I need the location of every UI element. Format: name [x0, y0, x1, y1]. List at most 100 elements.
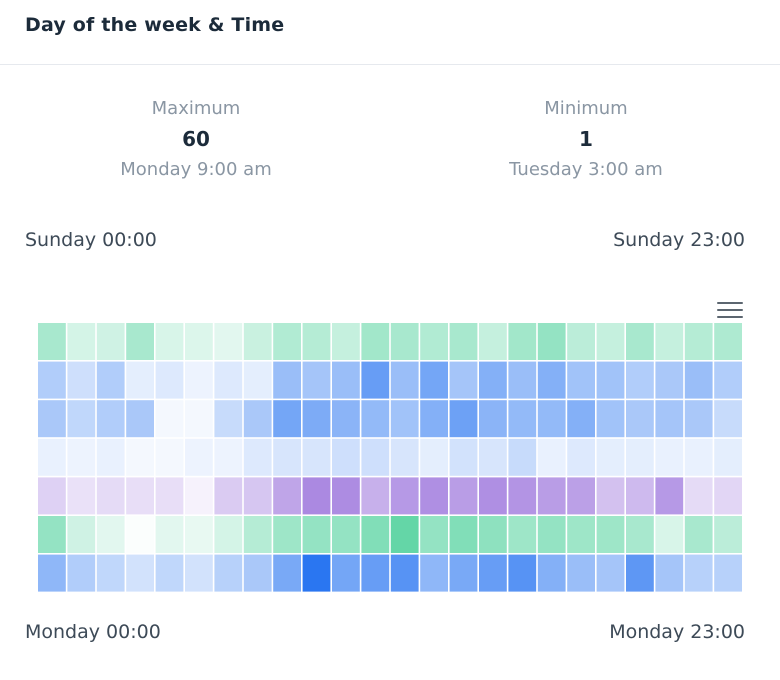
heatmap-cell[interactable]: [390, 400, 419, 438]
heatmap-cell[interactable]: [567, 323, 595, 360]
heatmap-cell[interactable]: [332, 400, 360, 438]
heatmap-cell[interactable]: [508, 554, 537, 592]
heatmap-cell[interactable]: [596, 554, 625, 592]
heatmap-cell[interactable]: [655, 361, 684, 399]
heatmap-cell[interactable]: [626, 400, 654, 438]
heatmap-cell[interactable]: [96, 400, 125, 438]
heatmap-cell[interactable]: [537, 516, 566, 553]
heatmap-cell[interactable]: [67, 477, 96, 515]
heatmap-cell[interactable]: [38, 516, 66, 553]
heatmap-cell[interactable]: [508, 361, 537, 399]
heatmap-cell[interactable]: [361, 516, 390, 553]
heatmap-cell[interactable]: [567, 438, 595, 476]
heatmap-cell[interactable]: [714, 516, 742, 553]
heatmap-cell[interactable]: [655, 438, 684, 476]
heatmap-cell[interactable]: [420, 361, 448, 399]
heatmap-cell[interactable]: [684, 400, 713, 438]
heatmap-cell[interactable]: [273, 400, 301, 438]
heatmap-cell[interactable]: [96, 477, 125, 515]
heatmap-cell[interactable]: [714, 323, 742, 360]
heatmap-cell[interactable]: [155, 361, 184, 399]
heatmap-cell[interactable]: [479, 361, 507, 399]
heatmap-cell[interactable]: [684, 438, 713, 476]
hamburger-menu-icon[interactable]: [717, 302, 743, 322]
heatmap-cell[interactable]: [596, 438, 625, 476]
heatmap-cell[interactable]: [302, 400, 331, 438]
heatmap-cell[interactable]: [655, 323, 684, 360]
heatmap-cell[interactable]: [449, 400, 478, 438]
heatmap-cell[interactable]: [38, 477, 66, 515]
heatmap-cell[interactable]: [155, 516, 184, 553]
heatmap-cell[interactable]: [596, 516, 625, 553]
heatmap-cell[interactable]: [67, 554, 96, 592]
heatmap-cell[interactable]: [273, 477, 301, 515]
heatmap-cell[interactable]: [185, 323, 213, 360]
heatmap-cell[interactable]: [214, 554, 243, 592]
heatmap-cell[interactable]: [243, 361, 272, 399]
heatmap-cell[interactable]: [479, 554, 507, 592]
heatmap-cell[interactable]: [714, 477, 742, 515]
heatmap-cell[interactable]: [537, 400, 566, 438]
heatmap-cell[interactable]: [420, 554, 448, 592]
heatmap-cell[interactable]: [126, 400, 154, 438]
heatmap-cell[interactable]: [67, 438, 96, 476]
heatmap-cell[interactable]: [126, 323, 154, 360]
heatmap-cell[interactable]: [390, 516, 419, 553]
heatmap-cell[interactable]: [420, 477, 448, 515]
heatmap-cell[interactable]: [508, 516, 537, 553]
heatmap-cell[interactable]: [302, 438, 331, 476]
heatmap-cell[interactable]: [332, 516, 360, 553]
heatmap-cell[interactable]: [390, 554, 419, 592]
heatmap-cell[interactable]: [449, 323, 478, 360]
heatmap-cell[interactable]: [684, 323, 713, 360]
heatmap-cell[interactable]: [479, 400, 507, 438]
heatmap-cell[interactable]: [596, 323, 625, 360]
heatmap-cell[interactable]: [361, 323, 390, 360]
heatmap-cell[interactable]: [479, 438, 507, 476]
heatmap-cell[interactable]: [185, 516, 213, 553]
heatmap-cell[interactable]: [38, 554, 66, 592]
heatmap-cell[interactable]: [243, 438, 272, 476]
heatmap-cell[interactable]: [655, 400, 684, 438]
heatmap-cell[interactable]: [126, 361, 154, 399]
heatmap-cell[interactable]: [626, 323, 654, 360]
heatmap-cell[interactable]: [126, 516, 154, 553]
heatmap-cell[interactable]: [361, 400, 390, 438]
heatmap-cell[interactable]: [626, 438, 654, 476]
heatmap-cell[interactable]: [185, 554, 213, 592]
heatmap-cell[interactable]: [273, 323, 301, 360]
heatmap-cell[interactable]: [479, 477, 507, 515]
heatmap-cell[interactable]: [714, 554, 742, 592]
heatmap-cell[interactable]: [508, 477, 537, 515]
heatmap-cell[interactable]: [214, 438, 243, 476]
heatmap-cell[interactable]: [302, 477, 331, 515]
heatmap-cell[interactable]: [214, 400, 243, 438]
heatmap-cell[interactable]: [243, 554, 272, 592]
heatmap-cell[interactable]: [302, 516, 331, 553]
heatmap-cell[interactable]: [626, 361, 654, 399]
heatmap-cell[interactable]: [390, 477, 419, 515]
heatmap-cell[interactable]: [537, 554, 566, 592]
heatmap-cell[interactable]: [390, 323, 419, 360]
heatmap-cell[interactable]: [214, 361, 243, 399]
heatmap-cell[interactable]: [508, 323, 537, 360]
heatmap-cell[interactable]: [537, 361, 566, 399]
heatmap-cell[interactable]: [332, 323, 360, 360]
heatmap-cell[interactable]: [126, 477, 154, 515]
heatmap-cell[interactable]: [684, 516, 713, 553]
heatmap-cell[interactable]: [155, 477, 184, 515]
heatmap-cell[interactable]: [420, 323, 448, 360]
heatmap-cell[interactable]: [243, 516, 272, 553]
heatmap-cell[interactable]: [508, 438, 537, 476]
heatmap-cell[interactable]: [332, 554, 360, 592]
heatmap-cell[interactable]: [155, 554, 184, 592]
heatmap-cell[interactable]: [626, 477, 654, 515]
heatmap-cell[interactable]: [126, 438, 154, 476]
heatmap-cell[interactable]: [626, 554, 654, 592]
heatmap-cell[interactable]: [96, 323, 125, 360]
heatmap-cell[interactable]: [185, 438, 213, 476]
heatmap-cell[interactable]: [273, 438, 301, 476]
heatmap-cell[interactable]: [449, 554, 478, 592]
heatmap-cell[interactable]: [567, 400, 595, 438]
heatmap-cell[interactable]: [273, 516, 301, 553]
